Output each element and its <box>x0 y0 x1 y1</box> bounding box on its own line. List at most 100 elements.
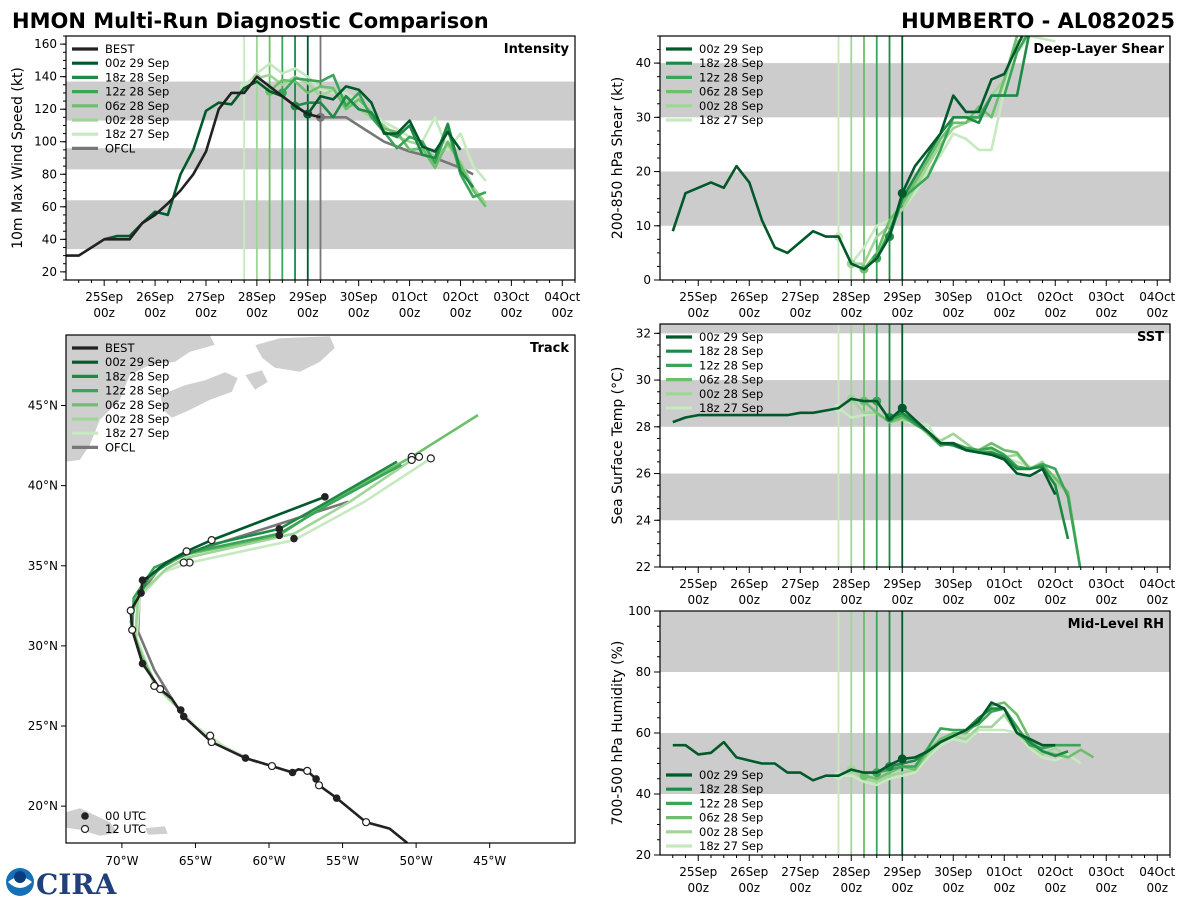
y-tick-label: 26 <box>636 467 651 481</box>
y-tick-label: 24 <box>636 513 651 527</box>
x-tick-label-date: 27Sep <box>781 290 819 304</box>
x-tick-label-date: 30Sep <box>934 865 972 879</box>
y-tick-label: 30 <box>636 373 651 387</box>
x-tick-label-hour: 00z <box>551 306 573 320</box>
x-tick-label-hour: 00z <box>789 306 811 320</box>
x-tick-label-date: 03Oct <box>1088 577 1124 591</box>
x-tick-label-date: 25Sep <box>679 290 717 304</box>
marker-00utc <box>241 754 250 762</box>
y-tick-label: 28 <box>636 420 651 434</box>
legend-label: 00z 28 Sep <box>105 412 169 426</box>
marker-00utc <box>275 525 284 533</box>
legend-label: 00z 29 Sep <box>699 42 763 56</box>
y-tick-label: 100 <box>34 135 57 149</box>
x-tick-label-date: 25Sep <box>85 290 123 304</box>
series-line-12z-28-sep <box>876 707 1081 774</box>
marker-12utc <box>179 558 188 567</box>
x-tick-label-hour: 00z <box>687 306 709 320</box>
x-tick-label-hour: 00z <box>738 881 760 895</box>
legend-label: 18z 28 Sep <box>699 56 763 70</box>
land-mass <box>66 807 119 837</box>
x-tick-label-date: 26Sep <box>136 290 174 304</box>
legend-label: 18z 28 Sep <box>105 369 169 383</box>
x-tick-label-date: 28Sep <box>238 290 276 304</box>
noaa-cira-logo: CIRA <box>6 868 118 900</box>
y-tick-label: 60 <box>42 200 57 214</box>
x-tick-label-hour: 00z <box>348 306 370 320</box>
panel-title: Track <box>530 341 569 356</box>
y-tick-label: 30°N <box>28 639 58 653</box>
plot-area <box>66 36 575 280</box>
x-tick-label-hour: 00z <box>942 593 964 607</box>
x-tick-label-hour: 00z <box>840 881 862 895</box>
x-tick-label: 50°W <box>400 854 433 868</box>
marker-12utc <box>150 681 159 691</box>
series-line-00z-29-sep <box>672 397 1057 496</box>
shear-panel: 25Sep 00z 26Sep 00z 27Sep 00z 28Sep 00z 29Sep 00z… <box>610 35 1176 320</box>
x-tick-label-date: 04Oct <box>544 290 580 304</box>
legend-label: 06z 28 Sep <box>699 85 763 99</box>
y-tick-label: 10 <box>636 219 651 233</box>
run-init-marker <box>897 403 907 413</box>
x-tick-label-hour: 00z <box>1095 881 1117 895</box>
x-tick-label-date: 02Oct <box>1037 290 1073 304</box>
marker-00utc <box>290 534 298 543</box>
x-tick-label-hour: 00z <box>450 306 472 320</box>
marker-00utc <box>138 576 147 584</box>
marker-12utc <box>414 452 424 461</box>
x-tick-label: 55°W <box>326 854 359 868</box>
x-tick-label-hour: 00z <box>687 593 709 607</box>
marker-12utc <box>126 606 135 615</box>
cira-logo-text: CIRA <box>36 868 118 900</box>
run-init-marker <box>897 188 907 198</box>
marker-00utc <box>137 589 145 597</box>
x-tick-label-hour: 00z <box>789 881 811 895</box>
marker-12utc <box>267 761 277 771</box>
x-tick-label-date: 25Sep <box>679 865 717 879</box>
y-tick-label: 20 <box>42 265 57 279</box>
series-line-best <box>129 575 409 843</box>
x-tick-label-hour: 00z <box>942 881 964 895</box>
rh-panel: 25Sep 00z 26Sep 00z 27Sep 00z 28Sep 00z 29Sep 00z… <box>610 604 1176 895</box>
x-tick-label-date: 01Oct <box>392 290 428 304</box>
x-tick-label-date: 27Sep <box>781 865 819 879</box>
legend-label: 12z 28 Sep <box>699 796 763 810</box>
storm-name: HUMBERTO - AL082025 <box>901 9 1175 33</box>
x-tick-label-hour: 00z <box>738 306 760 320</box>
land-mass <box>66 335 216 463</box>
marker-00utc <box>275 531 284 540</box>
run-init-marker <box>897 754 907 764</box>
series-line-00z-29-sep <box>672 701 1056 782</box>
y-tick-label: 35°N <box>28 559 58 573</box>
legend-label: 18z 28 Sep <box>699 782 763 796</box>
legend-label: 18z 27 Sep <box>105 426 169 440</box>
axes-frame <box>65 334 576 844</box>
x-tick-label-date: 03Oct <box>493 290 529 304</box>
legend-label: OFCL <box>105 440 136 454</box>
figure-title: HMON Multi-Run Diagnostic Comparison <box>12 9 489 33</box>
legend-label: 06z 28 Sep <box>105 99 169 113</box>
x-tick-label-hour: 00z <box>738 593 760 607</box>
panel-title: Intensity <box>504 42 570 57</box>
x-tick-label-date: 29Sep <box>883 865 921 879</box>
x-tick-label: 60°W <box>252 854 285 868</box>
x-tick-label-hour: 00z <box>1095 306 1117 320</box>
x-tick-label-date: 04Oct <box>1139 865 1175 879</box>
legend-label: 00z 28 Sep <box>699 825 763 839</box>
land-mass <box>244 369 269 391</box>
x-tick-label-date: 02Oct <box>442 290 478 304</box>
legend-label: 18z 28 Sep <box>105 70 169 84</box>
threshold-band <box>660 324 1170 334</box>
x-tick-label-hour: 00z <box>93 306 115 320</box>
plot-area <box>660 611 1170 855</box>
marker-00utc <box>176 706 185 714</box>
y-tick-label: 20 <box>636 165 651 179</box>
y-tick-label: 20 <box>636 848 651 862</box>
x-tick-label-hour: 00z <box>687 881 709 895</box>
x-tick-label-hour: 00z <box>399 306 421 320</box>
legend-marker-12utc <box>80 824 90 834</box>
y-tick-label: 60 <box>636 726 651 740</box>
panel-title: Mid-Level RH <box>1068 617 1164 632</box>
marker-12utc <box>362 818 371 827</box>
x-tick-label-hour: 00z <box>942 306 964 320</box>
